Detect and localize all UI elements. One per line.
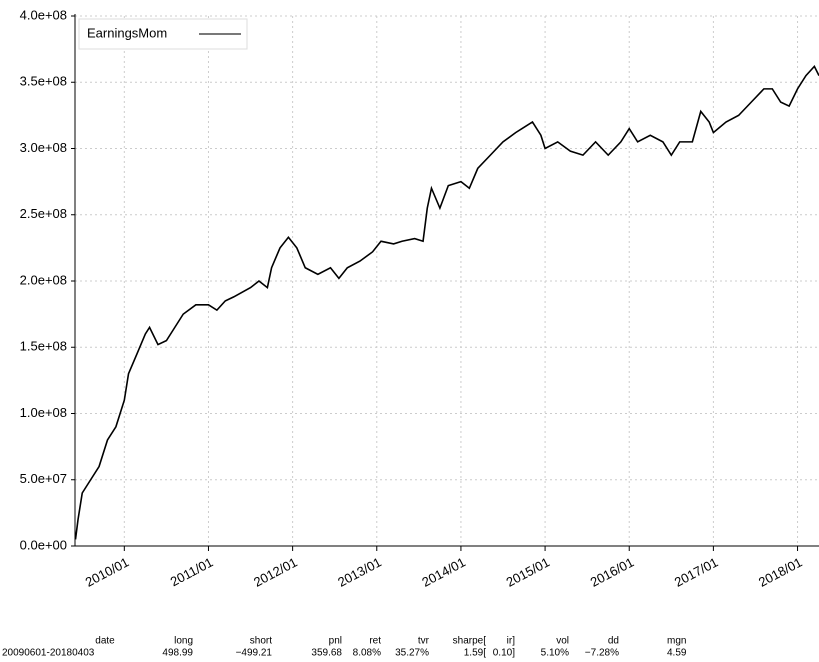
stats-cell: 4.59 (667, 648, 687, 659)
x-tick-label: 2012/01 (251, 554, 300, 589)
stats-cell: 20090601-20180403 (2, 648, 95, 659)
stats-header: ir] (507, 636, 516, 647)
x-tick-label: 2010/01 (83, 554, 132, 589)
stats-cell: 359.68 (311, 648, 342, 659)
stats-header: sharpe[ (453, 636, 487, 647)
y-tick-label: 2.5e+08 (20, 206, 67, 221)
y-tick-label: 4.0e+08 (20, 7, 67, 22)
x-tick-label: 2015/01 (504, 554, 553, 589)
series-line (74, 64, 819, 540)
x-tick-label: 2014/01 (419, 554, 468, 589)
stats-cell: 1.59[ (464, 648, 486, 659)
stats-cell: −499.21 (236, 648, 273, 659)
stats-header: long (174, 636, 193, 647)
y-tick-label: 5.0e+07 (20, 471, 67, 486)
stats-header: date (95, 636, 115, 647)
x-tick-label: 2011/01 (168, 554, 216, 589)
stats-cell: 0.10] (493, 648, 515, 659)
stats-cell: 35.27% (395, 648, 429, 659)
stats-header: tvr (418, 636, 430, 647)
x-tick-label: 2018/01 (756, 554, 805, 589)
stats-cell: 5.10% (541, 648, 569, 659)
stats-header: pnl (329, 636, 342, 647)
x-tick-label: 2013/01 (335, 554, 384, 589)
y-tick-label: 3.5e+08 (20, 74, 67, 89)
y-tick-label: 3.0e+08 (20, 140, 67, 155)
y-tick-label: 0.0e+00 (20, 537, 67, 552)
legend-label: EarningsMom (87, 25, 167, 40)
stats-header: short (250, 636, 272, 647)
x-tick-label: 2017/01 (672, 554, 721, 589)
stats-header: dd (608, 636, 619, 647)
stats-header: ret (369, 636, 381, 647)
stats-cell: −7.28% (585, 648, 619, 659)
y-tick-label: 1.5e+08 (20, 339, 67, 354)
y-tick-label: 2.0e+08 (20, 272, 67, 287)
y-tick-label: 1.0e+08 (20, 405, 67, 420)
stats-header: mgn (667, 636, 686, 647)
stats-cell: 8.08% (353, 648, 381, 659)
x-tick-label: 2016/01 (588, 554, 637, 589)
stats-header: vol (556, 636, 569, 647)
stats-cell: 498.99 (162, 648, 193, 659)
